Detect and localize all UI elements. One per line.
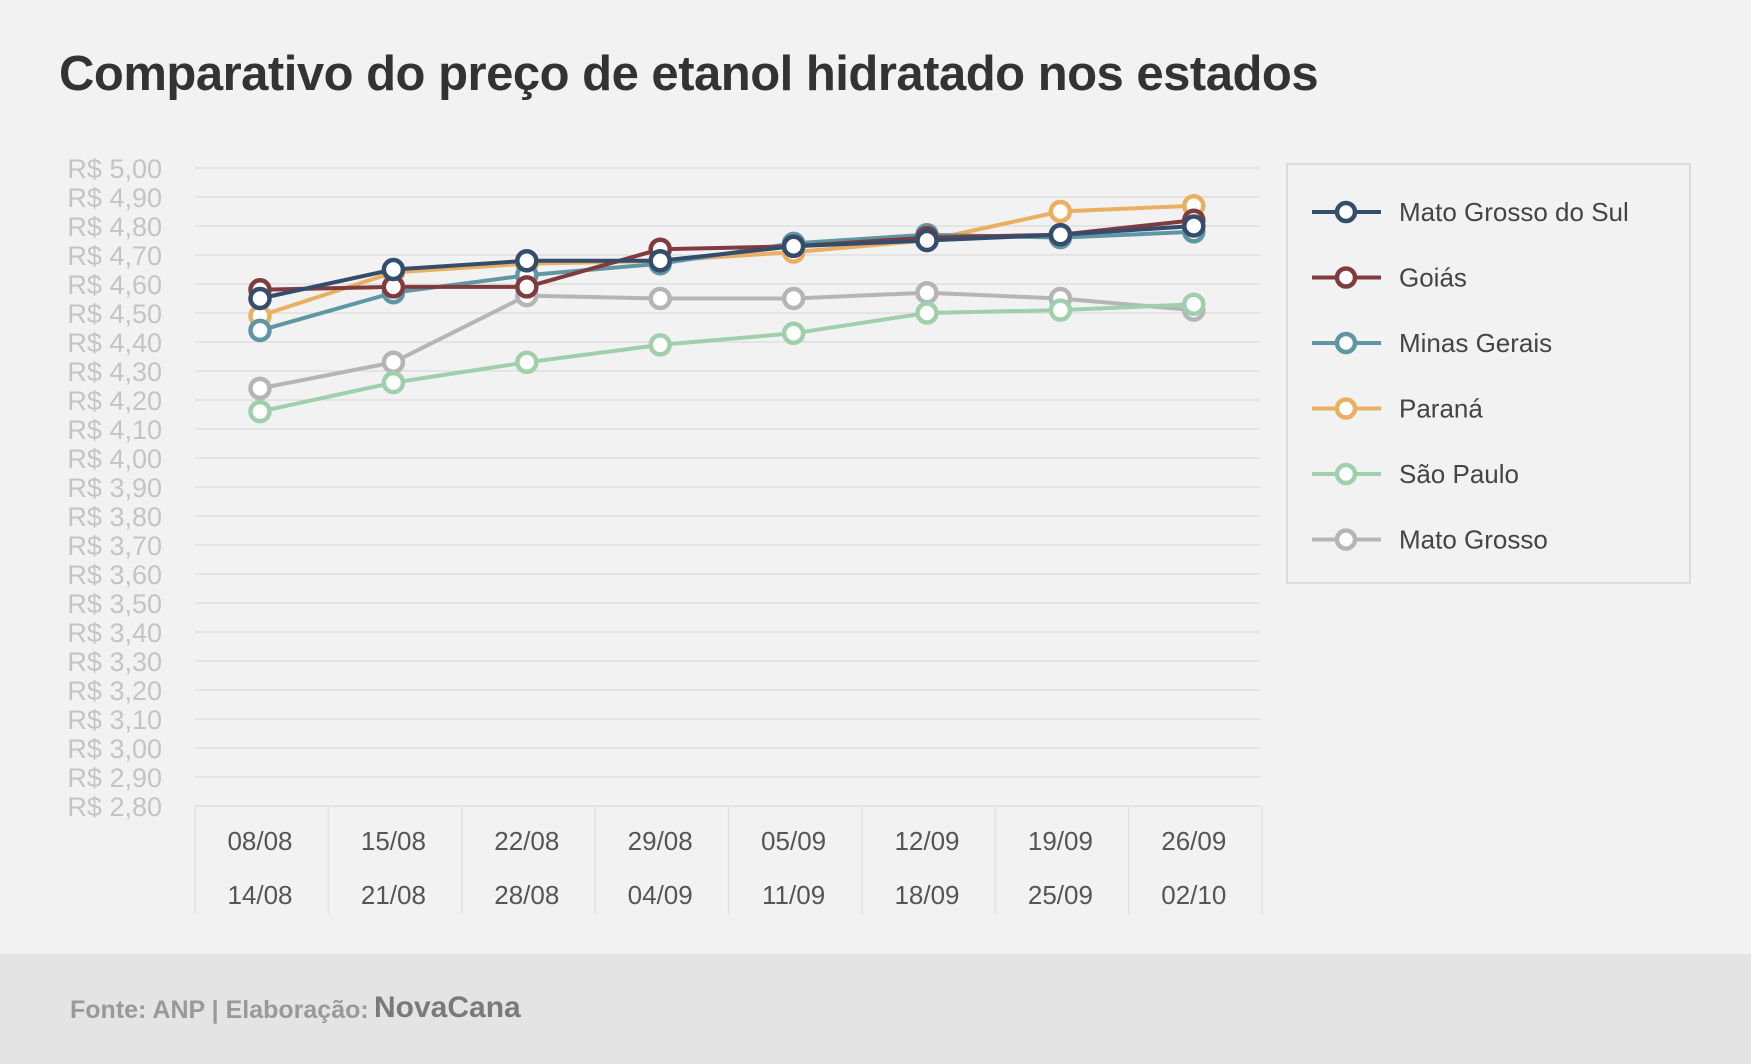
y-tick-label: R$ 4,00	[67, 444, 162, 474]
data-point	[915, 301, 939, 325]
footer-brand-logo: NovaCana	[374, 991, 521, 1024]
data-point	[1048, 222, 1073, 247]
x-tick-label-end: 28/08	[494, 880, 559, 910]
x-axis: 08/08 14/08 15/08 21/08 22/08 28/08 29/08 04/09…	[194, 806, 1263, 914]
data-point	[248, 286, 272, 311]
y-tick-label: R$ 4,10	[67, 415, 162, 445]
x-tick-label-start: 19/09	[1028, 826, 1093, 856]
y-tick-label: R$ 3,50	[67, 589, 162, 619]
data-point	[248, 318, 272, 343]
legend-item: Goiás	[1312, 263, 1467, 293]
legend-item: São Paulo	[1312, 459, 1519, 489]
footer: Fonte: ANP | Elaboração: NovaCana	[0, 954, 1751, 1064]
line-chart: R$ 2,80R$ 2,90R$ 3,00R$ 3,10R$ 3,20R$ 3,…	[67, 154, 1691, 914]
grid-lines	[195, 167, 1260, 807]
y-tick-label: R$ 4,50	[67, 299, 162, 329]
data-point	[915, 228, 939, 253]
series-group	[248, 280, 1206, 401]
data-point	[1182, 214, 1206, 238]
y-tick-label: R$ 2,90	[67, 763, 162, 793]
chart-title: Comparativo do preço de etanol hidratado…	[59, 47, 1319, 101]
data-point	[1048, 298, 1073, 322]
y-tick-label: R$ 4,30	[67, 357, 162, 387]
x-tick-label-end: 25/09	[1028, 880, 1093, 910]
y-tick-label: R$ 3,60	[67, 560, 162, 590]
y-tick-label: R$ 2,80	[67, 792, 162, 822]
series-line	[259, 302, 1194, 414]
legend-item: Mato Grosso do Sul	[1312, 197, 1629, 227]
footer-source: Fonte: ANP | Elaboração:	[70, 996, 369, 1024]
x-tick-label-end: 18/09	[894, 880, 959, 910]
series-line	[259, 290, 1194, 391]
y-tick-label: R$ 5,00	[67, 154, 162, 184]
y-tick-label: R$ 4,90	[67, 183, 162, 213]
y-tick-label: R$ 4,70	[67, 241, 162, 271]
legend-swatch-marker	[1334, 200, 1358, 224]
legend-box	[1286, 163, 1691, 584]
legend: Mato Grosso do Sul Goiás Minas Gerais Paran…	[1286, 163, 1691, 584]
x-tick-label-start: 15/08	[361, 826, 426, 856]
y-tick-label: R$ 3,90	[67, 473, 162, 503]
y-tick-label: R$ 4,80	[67, 212, 162, 242]
series-group	[248, 292, 1206, 424]
data-point	[648, 249, 672, 273]
x-tick-label-start: 08/08	[227, 826, 292, 856]
legend-label: Paraná	[1399, 394, 1483, 424]
legend-swatch-marker	[1334, 397, 1358, 420]
x-tick-label-start: 05/09	[761, 826, 826, 856]
x-tick-label-end: 04/09	[628, 880, 693, 910]
x-tick-label-end: 14/08	[227, 880, 292, 910]
data-point	[515, 275, 539, 299]
series-line	[259, 224, 1194, 301]
data-point	[381, 370, 406, 395]
y-tick-label: R$ 3,10	[67, 705, 162, 735]
y-tick-label: R$ 3,70	[67, 531, 162, 561]
data-point	[248, 376, 272, 401]
data-point	[248, 399, 272, 424]
data-point	[781, 234, 806, 259]
data-point	[381, 257, 406, 282]
legend-label: Mato Grosso	[1399, 525, 1548, 555]
data-point	[915, 280, 939, 305]
y-tick-label: R$ 3,00	[67, 734, 162, 764]
x-tick-label-start: 29/08	[628, 826, 693, 856]
data-point	[515, 350, 539, 375]
x-tick-label-start: 22/08	[494, 826, 559, 856]
data-point	[515, 249, 539, 273]
series-group	[248, 214, 1206, 311]
y-tick-label: R$ 4,20	[67, 386, 162, 416]
x-tick-label-end: 11/09	[762, 880, 825, 910]
legend-label: Minas Gerais	[1399, 328, 1552, 358]
x-tick-label-start: 26/09	[1161, 826, 1226, 856]
legend-label: São Paulo	[1399, 459, 1519, 489]
y-tick-label: R$ 4,40	[67, 328, 162, 358]
x-tick-label-end: 21/08	[361, 880, 426, 910]
data-point	[1048, 199, 1073, 224]
y-axis-ticks: R$ 2,80R$ 2,90R$ 3,00R$ 3,10R$ 3,20R$ 3,…	[67, 154, 162, 822]
legend-label: Goiás	[1399, 263, 1467, 293]
y-tick-label: R$ 3,80	[67, 502, 162, 532]
data-point	[381, 350, 406, 375]
data-point	[781, 286, 806, 311]
legend-swatch-marker	[1334, 331, 1358, 355]
legend-item: Mato Grosso	[1312, 525, 1548, 555]
series-lines	[248, 193, 1206, 424]
data-point	[648, 286, 672, 311]
legend-swatch-marker	[1334, 462, 1358, 486]
y-tick-label: R$ 4,60	[67, 270, 162, 300]
data-point	[648, 333, 672, 357]
legend-label: Mato Grosso do Sul	[1399, 197, 1629, 227]
y-tick-label: R$ 3,30	[67, 647, 162, 677]
data-point	[1182, 292, 1206, 317]
data-point	[781, 321, 806, 346]
legend-swatch-marker	[1334, 528, 1358, 551]
y-tick-label: R$ 3,40	[67, 618, 162, 648]
y-tick-label: R$ 3,20	[67, 676, 162, 706]
series-line	[259, 203, 1194, 318]
x-tick-label-end: 02/10	[1161, 880, 1226, 910]
legend-item: Paraná	[1312, 394, 1483, 424]
x-tick-label-start: 12/09	[894, 826, 959, 856]
legend-item: Minas Gerais	[1312, 328, 1552, 358]
legend-swatch-marker	[1334, 266, 1358, 289]
